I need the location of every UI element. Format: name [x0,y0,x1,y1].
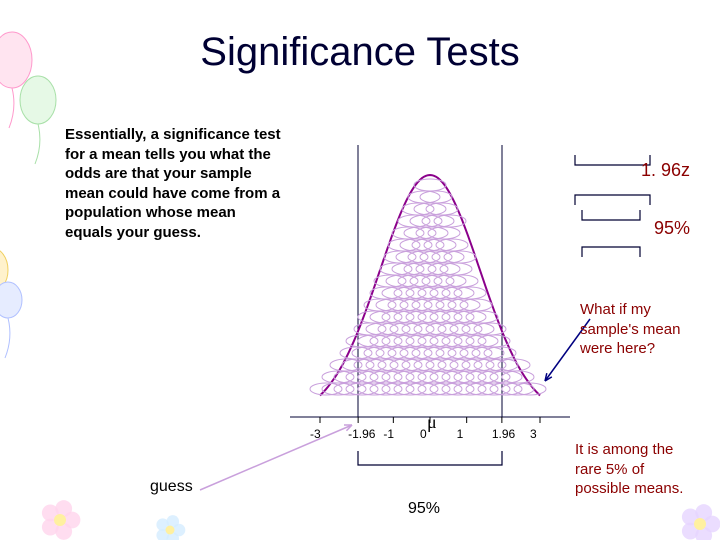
axis-tick: 3 [530,427,537,441]
bracket-95-label: 95% [408,500,440,518]
mu-label: μ [427,412,437,433]
main-paragraph: Essentially, a significance test for a m… [65,125,285,242]
confidence-label: 95% [654,218,690,239]
axis-tick: -1.96 [348,427,375,441]
whatif-text: What if my sample's mean were here? [580,300,690,359]
axis-tick: 1.96 [492,427,515,441]
z-value-label: 1. 96z [641,160,690,181]
axis-tick: 1 [457,427,464,441]
axis-tick: -3 [310,427,321,441]
axis-tick: 0 [420,427,427,441]
axis-tick: -1 [383,427,394,441]
guess-label: guess [150,478,193,496]
page-title: Significance Tests [0,30,720,75]
conclusion-text: It is among the rare 5% of possible mean… [575,440,690,499]
distribution-chart: -3 -1.96 -1 0 1 1.96 3 μ [290,145,570,455]
